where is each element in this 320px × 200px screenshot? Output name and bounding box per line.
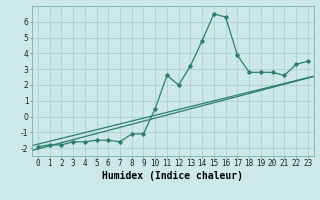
X-axis label: Humidex (Indice chaleur): Humidex (Indice chaleur) — [102, 171, 243, 181]
